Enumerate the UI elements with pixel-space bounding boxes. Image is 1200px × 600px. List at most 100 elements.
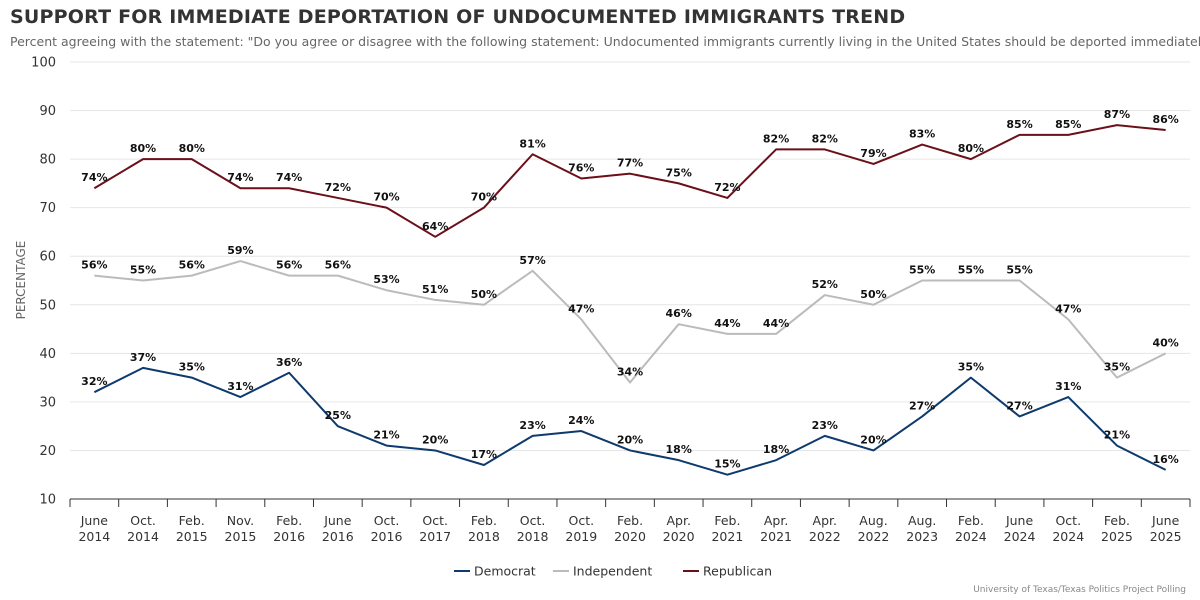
data-label-republican: 70% [471,191,497,204]
data-label-democrat: 21% [373,429,399,442]
data-label-independent: 56% [276,259,302,272]
data-label-republican: 81% [519,137,545,150]
data-label-democrat: 25% [325,409,351,422]
chart-title: SUPPORT FOR IMMEDIATE DEPORTATION OF UND… [10,6,906,28]
data-label-independent: 56% [179,259,205,272]
data-labels: 32% 37% 35% 31% 36% 25% 21% 20% 17% 23% 24% 20% 18% 1… [81,108,1179,471]
x-tick-label: Feb. 2025 [1101,513,1133,544]
series-lines [93,124,1167,476]
data-label-independent: 55% [909,264,935,277]
data-label-republican: 83% [909,128,935,141]
data-label-independent: 50% [860,288,886,301]
chart-subtitle: Percent agreeing with the statement: "Do… [10,34,1200,49]
data-label-republican: 72% [325,181,351,194]
data-label-independent: 55% [130,264,156,277]
data-label-republican: 72% [714,181,740,194]
y-tick-30: 30 [39,395,56,410]
data-label-independent: 47% [1055,302,1081,315]
data-label-independent: 55% [1006,264,1032,277]
series-line-democrat [93,366,1167,476]
data-label-democrat: 36% [276,356,302,369]
legend-label: Republican [703,564,772,579]
x-tick-label: Feb. 2020 [614,513,646,544]
legend-item-republican[interactable]: Republican [683,564,772,579]
data-label-republican: 77% [617,157,643,170]
x-tick-label: June 2025 [1150,513,1182,544]
data-label-republican: 74% [81,171,107,184]
data-label-democrat: 17% [471,448,497,461]
data-label-republican: 80% [130,142,156,155]
x-tick-label: Oct. 2014 [127,513,159,544]
x-tick-label: Feb. 2018 [468,513,500,544]
x-tick-label: Oct. 2016 [371,513,403,544]
x-tick-label: Apr. 2021 [760,513,792,544]
y-axis-label: PERCENTAGE [14,241,28,320]
data-label-independent: 55% [958,264,984,277]
data-label-republican: 85% [1006,118,1032,131]
legend-item-democrat[interactable]: Democrat [454,564,536,579]
legend-label: Independent [573,564,652,579]
data-label-independent: 56% [325,259,351,272]
data-label-republican: 87% [1104,108,1130,121]
data-label-democrat: 24% [568,414,594,427]
data-label-democrat: 23% [812,419,838,432]
data-label-republican: 80% [958,142,984,155]
data-label-republican: 85% [1055,118,1081,131]
x-tick-label: Aug. 2022 [858,513,890,544]
data-label-independent: 34% [617,365,643,378]
data-label-independent: 35% [1104,361,1130,374]
data-label-democrat: 27% [1006,399,1032,412]
legend[interactable]: Democrat Independent Republican [454,564,772,579]
x-tick-label: Oct. 2017 [419,513,451,544]
data-label-independent: 53% [373,273,399,286]
data-label-democrat: 31% [227,380,253,393]
y-tick-60: 60 [39,250,56,265]
data-label-democrat: 23% [519,419,545,432]
data-label-republican: 76% [568,162,594,175]
y-tick-70: 70 [39,201,56,216]
x-tick-label: June 2016 [322,513,354,544]
x-tick-label: Oct. 2024 [1052,513,1084,544]
data-label-democrat: 31% [1055,380,1081,393]
axes: 10 20 30 40 50 60 70 80 90 100 June 2014 Oct. 2014 Feb… [31,56,1191,544]
data-label-republican: 70% [373,191,399,204]
data-label-democrat: 15% [714,458,740,471]
data-label-independent: 59% [227,244,253,257]
data-label-democrat: 37% [130,351,156,364]
data-label-democrat: 21% [1104,429,1130,442]
data-label-independent: 46% [666,307,692,320]
legend-item-independent[interactable]: Independent [553,564,652,579]
data-label-democrat: 18% [666,443,692,456]
source-note: University of Texas/Texas Politics Proje… [973,585,1186,595]
data-label-republican: 64% [422,220,448,233]
data-label-independent: 52% [812,278,838,291]
data-label-democrat: 35% [179,361,205,374]
data-label-democrat: 35% [958,361,984,374]
x-tick-label: Apr. 2020 [663,513,695,544]
data-label-democrat: 27% [909,399,935,412]
data-label-republican: 79% [860,147,886,160]
y-tick-10: 10 [39,493,56,508]
x-tick-label: Nov. 2015 [225,513,257,544]
x-tick-label: Feb. 2016 [273,513,305,544]
x-tick-label: June 2024 [1004,513,1036,544]
data-label-independent: 57% [519,254,545,267]
data-label-democrat: 20% [617,433,643,446]
x-tick-label: Apr. 2022 [809,513,841,544]
x-tick-label: June 2014 [78,513,110,544]
data-label-republican: 80% [179,142,205,155]
data-label-republican: 74% [227,171,253,184]
data-label-republican: 82% [763,132,789,145]
x-tick-label: Feb. 2024 [955,513,987,544]
data-label-independent: 44% [714,317,740,330]
data-label-democrat: 32% [81,375,107,388]
data-label-independent: 40% [1152,336,1178,349]
y-tick-40: 40 [39,347,56,362]
legend-label: Democrat [474,564,536,579]
y-tick-100: 100 [31,56,56,71]
data-label-democrat: 20% [422,433,448,446]
data-label-republican: 75% [666,166,692,179]
y-tick-80: 80 [39,153,56,168]
series-line-republican [93,124,1166,238]
